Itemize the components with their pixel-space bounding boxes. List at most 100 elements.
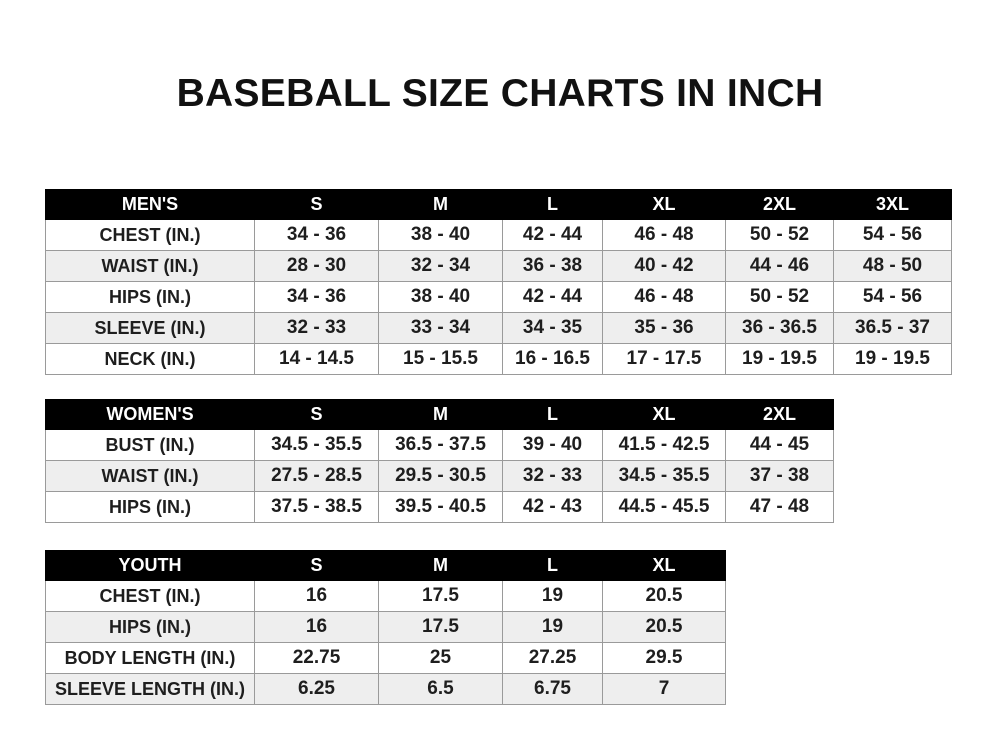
size-value: 16 - 16.5 [502, 343, 603, 375]
measurement-label: NECK (IN.) [45, 343, 255, 375]
size-header: S [254, 550, 379, 581]
category-header: YOUTH [45, 550, 255, 581]
table-row: CHEST (IN.) 16 17.5 19 20.5 [45, 580, 726, 612]
size-value: 41.5 - 42.5 [602, 429, 726, 461]
table-row: NECK (IN.) 14 - 14.5 15 - 15.5 16 - 16.5 17 … [45, 343, 952, 375]
size-value: 19 [502, 580, 603, 612]
size-value: 20.5 [602, 611, 726, 643]
size-value: 50 - 52 [725, 281, 834, 313]
size-header: L [502, 550, 603, 581]
size-value: 32 - 34 [378, 250, 503, 282]
table-row: CHEST (IN.) 34 - 36 38 - 40 42 - 44 46 - 48 5… [45, 219, 952, 251]
size-value: 34 - 36 [254, 281, 379, 313]
measurement-label: HIPS (IN.) [45, 281, 255, 313]
size-value: 29.5 [602, 642, 726, 674]
size-value: 39 - 40 [502, 429, 603, 461]
table-row: WAIST (IN.) 27.5 - 28.5 29.5 - 30.5 32 - 33… [45, 460, 834, 492]
size-value: 6.5 [378, 673, 503, 705]
size-value: 38 - 40 [378, 219, 503, 251]
size-value: 34 - 35 [502, 312, 603, 344]
size-value: 19 [502, 611, 603, 643]
table-row: SLEEVE (IN.) 32 - 33 33 - 34 34 - 35 35 - 36… [45, 312, 952, 344]
header-row: WOMEN'S S M L XL 2XL [45, 399, 834, 430]
table-row: HIPS (IN.) 16 17.5 19 20.5 [45, 611, 726, 643]
size-value: 38 - 40 [378, 281, 503, 313]
size-value: 37.5 - 38.5 [254, 491, 379, 523]
size-value: 17.5 [378, 580, 503, 612]
size-value: 40 - 42 [602, 250, 726, 282]
size-value: 44.5 - 45.5 [602, 491, 726, 523]
size-value: 54 - 56 [833, 281, 952, 313]
size-value: 19 - 19.5 [725, 343, 834, 375]
size-value: 33 - 34 [378, 312, 503, 344]
size-value: 7 [602, 673, 726, 705]
size-header: L [502, 189, 603, 220]
size-header: XL [602, 399, 726, 430]
size-value: 36.5 - 37.5 [378, 429, 503, 461]
size-value: 34 - 36 [254, 219, 379, 251]
size-value: 25 [378, 642, 503, 674]
measurement-label: BUST (IN.) [45, 429, 255, 461]
size-value: 20.5 [602, 580, 726, 612]
size-value: 29.5 - 30.5 [378, 460, 503, 492]
size-value: 50 - 52 [725, 219, 834, 251]
womens-size-table: WOMEN'S S M L XL 2XL BUST (IN.) 34.5 - 35.5 36.5… [45, 399, 834, 523]
size-value: 47 - 48 [725, 491, 834, 523]
size-value: 6.25 [254, 673, 379, 705]
size-value: 27.25 [502, 642, 603, 674]
size-value: 48 - 50 [833, 250, 952, 282]
measurement-label: SLEEVE LENGTH (IN.) [45, 673, 255, 705]
table-row: WAIST (IN.) 28 - 30 32 - 34 36 - 38 40 - 42 4… [45, 250, 952, 282]
size-value: 36 - 38 [502, 250, 603, 282]
size-value: 27.5 - 28.5 [254, 460, 379, 492]
table-row: BUST (IN.) 34.5 - 35.5 36.5 - 37.5 39 - 40 4… [45, 429, 834, 461]
header-row: MEN'S S M L XL 2XL 3XL [45, 189, 952, 220]
page-title: BASEBALL SIZE CHARTS IN INCH [176, 72, 824, 115]
category-header: MEN'S [45, 189, 255, 220]
measurement-label: BODY LENGTH (IN.) [45, 642, 255, 674]
size-value: 32 - 33 [254, 312, 379, 344]
measurement-label: CHEST (IN.) [45, 580, 255, 612]
measurement-label: CHEST (IN.) [45, 219, 255, 251]
size-value: 44 - 46 [725, 250, 834, 282]
size-value: 15 - 15.5 [378, 343, 503, 375]
size-value: 36.5 - 37 [833, 312, 952, 344]
youth-size-table: YOUTH S M L XL CHEST (IN.) 16 17.5 19 20.5 HIPS (I… [45, 550, 726, 705]
size-header: S [254, 399, 379, 430]
size-value: 6.75 [502, 673, 603, 705]
size-value: 17 - 17.5 [602, 343, 726, 375]
size-value: 16 [254, 580, 379, 612]
size-value: 35 - 36 [602, 312, 726, 344]
size-value: 42 - 44 [502, 219, 603, 251]
size-header: 2XL [725, 189, 834, 220]
size-header: M [378, 189, 503, 220]
size-value: 36 - 36.5 [725, 312, 834, 344]
size-value: 54 - 56 [833, 219, 952, 251]
category-header: WOMEN'S [45, 399, 255, 430]
size-header: M [378, 550, 503, 581]
measurement-label: WAIST (IN.) [45, 460, 255, 492]
table-row: HIPS (IN.) 37.5 - 38.5 39.5 - 40.5 42 - 43 4… [45, 491, 834, 523]
size-value: 34.5 - 35.5 [602, 460, 726, 492]
size-value: 28 - 30 [254, 250, 379, 282]
size-value: 17.5 [378, 611, 503, 643]
measurement-label: SLEEVE (IN.) [45, 312, 255, 344]
size-value: 32 - 33 [502, 460, 603, 492]
size-value: 46 - 48 [602, 219, 726, 251]
table-row: SLEEVE LENGTH (IN.) 6.25 6.5 6.75 7 [45, 673, 726, 705]
size-value: 42 - 43 [502, 491, 603, 523]
measurement-label: WAIST (IN.) [45, 250, 255, 282]
mens-size-table: MEN'S S M L XL 2XL 3XL CHEST (IN.) 34 - 36 38 - 4… [45, 189, 952, 375]
size-value: 22.75 [254, 642, 379, 674]
table-row: HIPS (IN.) 34 - 36 38 - 40 42 - 44 46 - 48 50… [45, 281, 952, 313]
table-row: BODY LENGTH (IN.) 22.75 25 27.25 29.5 [45, 642, 726, 674]
size-value: 39.5 - 40.5 [378, 491, 503, 523]
measurement-label: HIPS (IN.) [45, 611, 255, 643]
size-value: 42 - 44 [502, 281, 603, 313]
size-value: 34.5 - 35.5 [254, 429, 379, 461]
size-header: M [378, 399, 503, 430]
size-value: 19 - 19.5 [833, 343, 952, 375]
size-header: 2XL [725, 399, 834, 430]
size-header: S [254, 189, 379, 220]
size-header: XL [602, 189, 726, 220]
